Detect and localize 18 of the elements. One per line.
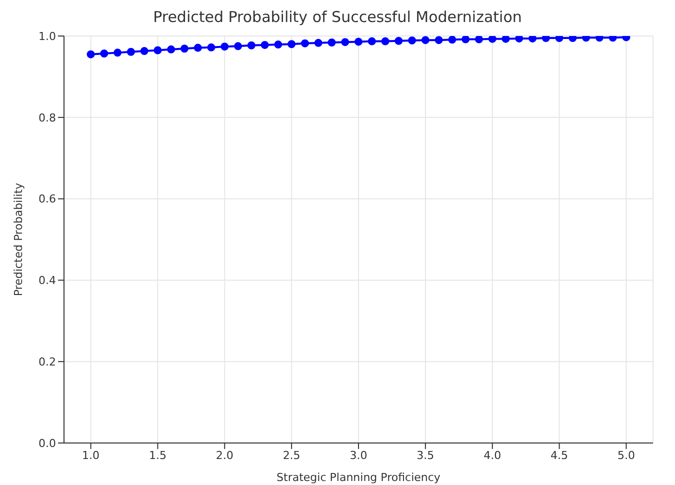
x-tick-label: 1.5	[148, 448, 166, 462]
y-tick-label: 0.2	[38, 356, 56, 369]
x-tick-label: 4.5	[550, 448, 568, 462]
x-tick-label: 2.0	[216, 448, 234, 462]
chart-title: Predicted Probability of Successful Modernization	[152, 8, 523, 28]
x-tick-label: 2.5	[282, 448, 300, 462]
y-tick-label: 0.6	[38, 192, 56, 206]
y-tick-label: 0.0	[38, 436, 56, 450]
x-tick-label: 5.0	[617, 448, 635, 462]
x-tick-label: 4.0	[484, 448, 502, 462]
y-tick-label: 1.0	[38, 30, 56, 43]
y-tick-label: 0.4	[38, 274, 56, 288]
y-tick-label: 0.8	[38, 111, 56, 124]
x-axis-title: Strategic Planning Proficiency	[276, 471, 441, 484]
x-tick-label: 3.0	[350, 448, 368, 462]
x-tick-label: 3.5	[416, 448, 434, 462]
x-tick-label: 1.0	[82, 448, 100, 462]
y-axis-title: Predicted Probability	[12, 182, 25, 296]
